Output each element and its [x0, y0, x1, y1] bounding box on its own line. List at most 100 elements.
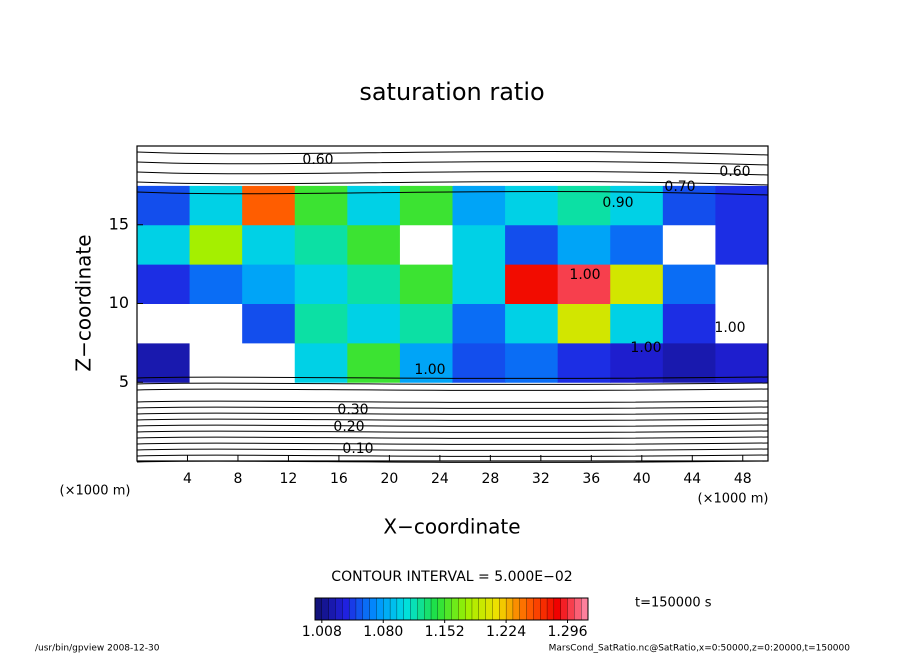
- x-tick-label: 20: [380, 471, 398, 487]
- heat-cell: [347, 264, 401, 304]
- heat-cell: [505, 342, 559, 383]
- heat-cell: [452, 303, 506, 344]
- heat-cell: [557, 303, 611, 344]
- x-tick-label: 48: [734, 471, 752, 487]
- heat-cell: [399, 264, 453, 304]
- colorbar-step: [424, 597, 432, 621]
- colorbar-step: [335, 597, 343, 621]
- colorbar-step: [553, 597, 562, 621]
- heat-cell: [662, 185, 716, 226]
- heat-cell: [137, 342, 191, 383]
- heat-cell: [662, 224, 716, 265]
- heat-cell: [557, 146, 611, 186]
- colorbar-step: [355, 597, 364, 621]
- contour-line: [136, 400, 769, 403]
- colorbar-step: [581, 597, 589, 621]
- contour-line: [136, 424, 769, 427]
- contour-label: 1.00: [714, 320, 745, 336]
- contour-label: 0.20: [333, 419, 364, 435]
- colorbar-step: [464, 597, 473, 621]
- heat-cell: [294, 185, 348, 226]
- heat-cell: [557, 224, 611, 265]
- colorbar-step: [376, 597, 384, 621]
- contour-line: [136, 376, 769, 379]
- colorbar-step: [526, 597, 534, 621]
- contour-line: [136, 412, 769, 415]
- contour-line: [136, 436, 769, 439]
- heat-cell: [294, 224, 348, 265]
- heat-cell: [557, 264, 611, 304]
- contour-line: [136, 388, 769, 391]
- contour-interval: CONTOUR INTERVAL = 5.000E−02: [331, 569, 572, 585]
- y-tick-label: 15: [109, 214, 129, 233]
- heat-cell: [242, 224, 296, 265]
- heat-cell: [505, 264, 559, 304]
- x-tick-label: 8: [233, 471, 242, 487]
- heat-cell: [399, 185, 453, 226]
- contour-line: [136, 448, 769, 451]
- x-axis-label: X−coordinate: [383, 515, 520, 539]
- colorbar-step: [403, 597, 412, 621]
- x-tick-label: 32: [532, 471, 550, 487]
- colorbar-step: [314, 597, 323, 621]
- contour-label: 0.10: [342, 441, 373, 457]
- contour-line: [136, 151, 769, 156]
- heat-cell: [347, 421, 401, 462]
- x-tick-label: 40: [633, 471, 651, 487]
- chart-title: saturation ratio: [359, 78, 544, 106]
- heat-cell: [189, 146, 243, 186]
- contour-line: [136, 161, 769, 166]
- colorbar-step: [342, 597, 350, 621]
- heat-cell: [662, 303, 716, 344]
- colorbar-step: [410, 597, 418, 621]
- y-unit: (×1000 m): [60, 484, 131, 499]
- colorbar-step: [574, 597, 582, 621]
- heat-cell: [189, 303, 243, 344]
- heat-cell: [662, 421, 716, 462]
- colorbar-step: [540, 597, 548, 621]
- heat-cell: [294, 421, 348, 462]
- colorbar-step: [560, 597, 568, 621]
- heat-cell: [189, 382, 243, 423]
- x-tick-label: 28: [481, 471, 499, 487]
- heat-cell: [715, 146, 769, 186]
- heat-cell: [399, 224, 453, 265]
- heat-cell: [347, 342, 401, 383]
- colorbar-step: [512, 597, 521, 621]
- colorbar-frame: [314, 597, 589, 621]
- colorbar-step: [430, 597, 439, 621]
- heat-cell: [347, 146, 401, 186]
- contour-line: [136, 418, 769, 421]
- heat-cell: [189, 264, 243, 304]
- heat-cell: [137, 303, 191, 344]
- footer-left: /usr/bin/gpview 2008-12-30: [35, 644, 160, 654]
- x-tick-label: 44: [683, 471, 701, 487]
- heat-cell: [505, 146, 559, 186]
- heat-cell: [242, 264, 296, 304]
- colorbar-step: [451, 597, 459, 621]
- heat-cell: [662, 342, 716, 383]
- contour-label: 0.60: [302, 152, 333, 168]
- colorbar-tick-label: 1.152: [425, 624, 465, 640]
- heat-cell: [715, 185, 769, 226]
- heat-cell: [610, 421, 664, 462]
- heat-cell: [399, 421, 453, 462]
- colorbar-step: [533, 597, 541, 621]
- contour-label: 0.60: [719, 164, 750, 180]
- heat-cell: [242, 146, 296, 186]
- contour-line: [136, 454, 769, 457]
- contour-label: 0.90: [602, 195, 633, 211]
- contour-line: [136, 382, 769, 385]
- colorbar-step: [321, 597, 330, 621]
- heat-cell: [294, 303, 348, 344]
- colorbar-step: [458, 597, 466, 621]
- heat-cell: [505, 224, 559, 265]
- colorbar-step: [567, 597, 575, 621]
- heat-cell: [347, 224, 401, 265]
- y-axis-label: Z−coordinate: [72, 234, 96, 371]
- heat-cell: [715, 264, 769, 304]
- colorbar-step: [478, 597, 487, 621]
- x-tick-label: 24: [431, 471, 449, 487]
- colorbar-tick-label: 1.080: [363, 624, 403, 640]
